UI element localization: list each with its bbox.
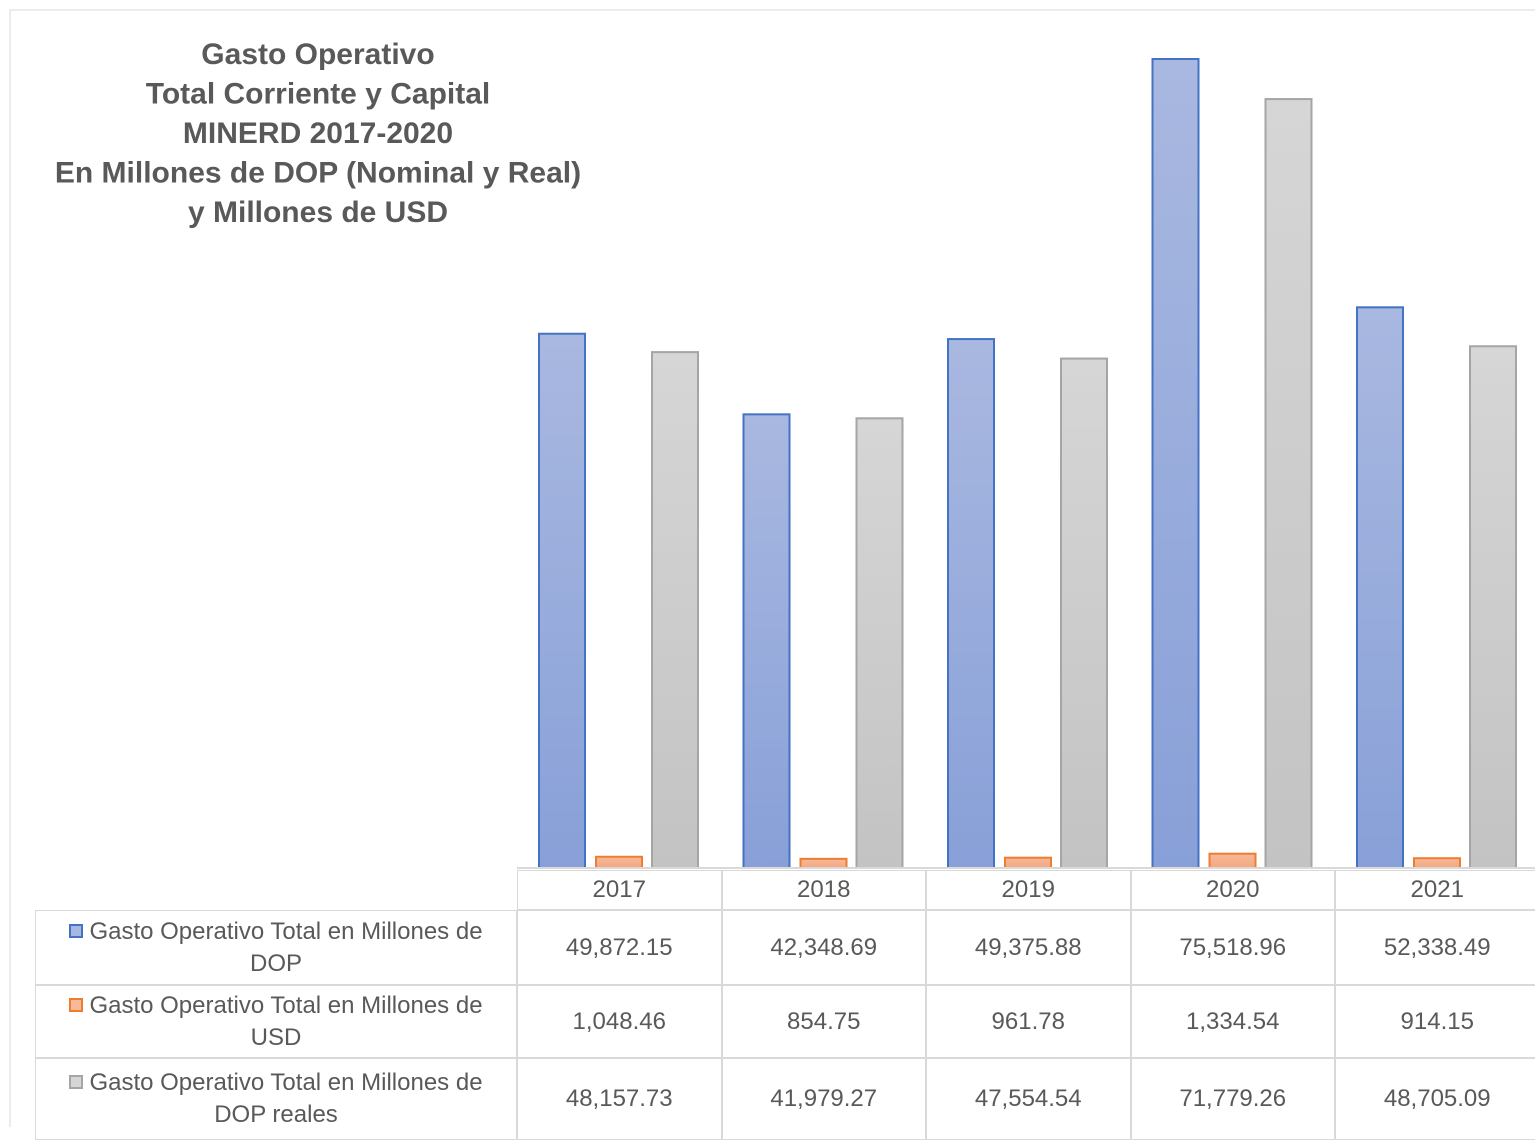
bar (1208, 852, 1257, 869)
data-label: 52,338.49 (1335, 910, 1535, 985)
bar (1151, 58, 1200, 870)
bar (799, 857, 848, 870)
bar (742, 413, 791, 869)
chart-title: MINERD 2017-2020 (183, 117, 453, 150)
chart-frame (9, 9, 1535, 1127)
data-label: 42,348.69 (721, 910, 926, 985)
bar (855, 417, 904, 869)
data-label: 1,048.46 (517, 985, 722, 1058)
data-label: 1,334.54 (1130, 985, 1335, 1058)
chart-title: y Millones de USD (188, 196, 448, 229)
chart-title: Gasto Operativo (201, 38, 434, 71)
data-label: 47,554.54 (926, 1058, 1131, 1140)
legend-text: Gasto Operativo Total en Millones de DOP… (42, 1067, 510, 1131)
data-label: 914.15 (1335, 985, 1535, 1058)
data-label: 41,979.27 (721, 1058, 926, 1140)
data-label: 961.78 (926, 985, 1131, 1058)
legend-text: Gasto Operativo Total en Millones de USD (42, 990, 510, 1054)
data-label: 854.75 (721, 985, 926, 1058)
legend-entry: Gasto Operativo Total en Millones de DOP (35, 910, 517, 985)
legend-label: Gasto Operativo Total en Millones de DOP… (89, 1069, 483, 1128)
legend-swatch (69, 923, 84, 938)
data-label: 48,157.73 (517, 1058, 722, 1140)
data-label: 75,518.96 (1130, 910, 1335, 985)
bar (947, 338, 995, 869)
chart-title: Total Corriente y Capital (146, 77, 491, 110)
chart-title: En Millones de DOP (Nominal y Real) (55, 156, 581, 189)
x-tick-label: 2018 (721, 870, 926, 910)
legend-swatch (69, 997, 84, 1012)
bar (1469, 345, 1517, 870)
bar (1004, 856, 1052, 870)
bar (1413, 857, 1461, 869)
legend-entry: Gasto Operativo Total en Millones de USD (35, 985, 517, 1058)
bar (595, 855, 643, 869)
bar (1060, 357, 1108, 869)
bar (651, 351, 699, 870)
legend-label: Gasto Operativo Total en Millones de DOP (89, 917, 483, 977)
legend-label: Gasto Operativo Total en Millones de USD (89, 991, 483, 1051)
data-label: 49,872.15 (517, 910, 722, 985)
data-label: 71,779.26 (1130, 1058, 1335, 1140)
legend-swatch (69, 1075, 84, 1089)
bar (1264, 98, 1313, 869)
x-tick-label: 2019 (926, 870, 1131, 910)
bar (538, 332, 586, 870)
legend-entry: Gasto Operativo Total en Millones de DOP… (35, 1058, 517, 1140)
x-tick-label: 2021 (1335, 870, 1535, 910)
bar (1356, 306, 1404, 869)
legend-text: Gasto Operativo Total en Millones de DOP (42, 916, 510, 980)
data-label: 49,375.88 (926, 910, 1131, 985)
x-tick-label: 2020 (1130, 870, 1335, 910)
data-label: 48,705.09 (1335, 1058, 1535, 1140)
x-tick-label: 2017 (517, 870, 722, 910)
